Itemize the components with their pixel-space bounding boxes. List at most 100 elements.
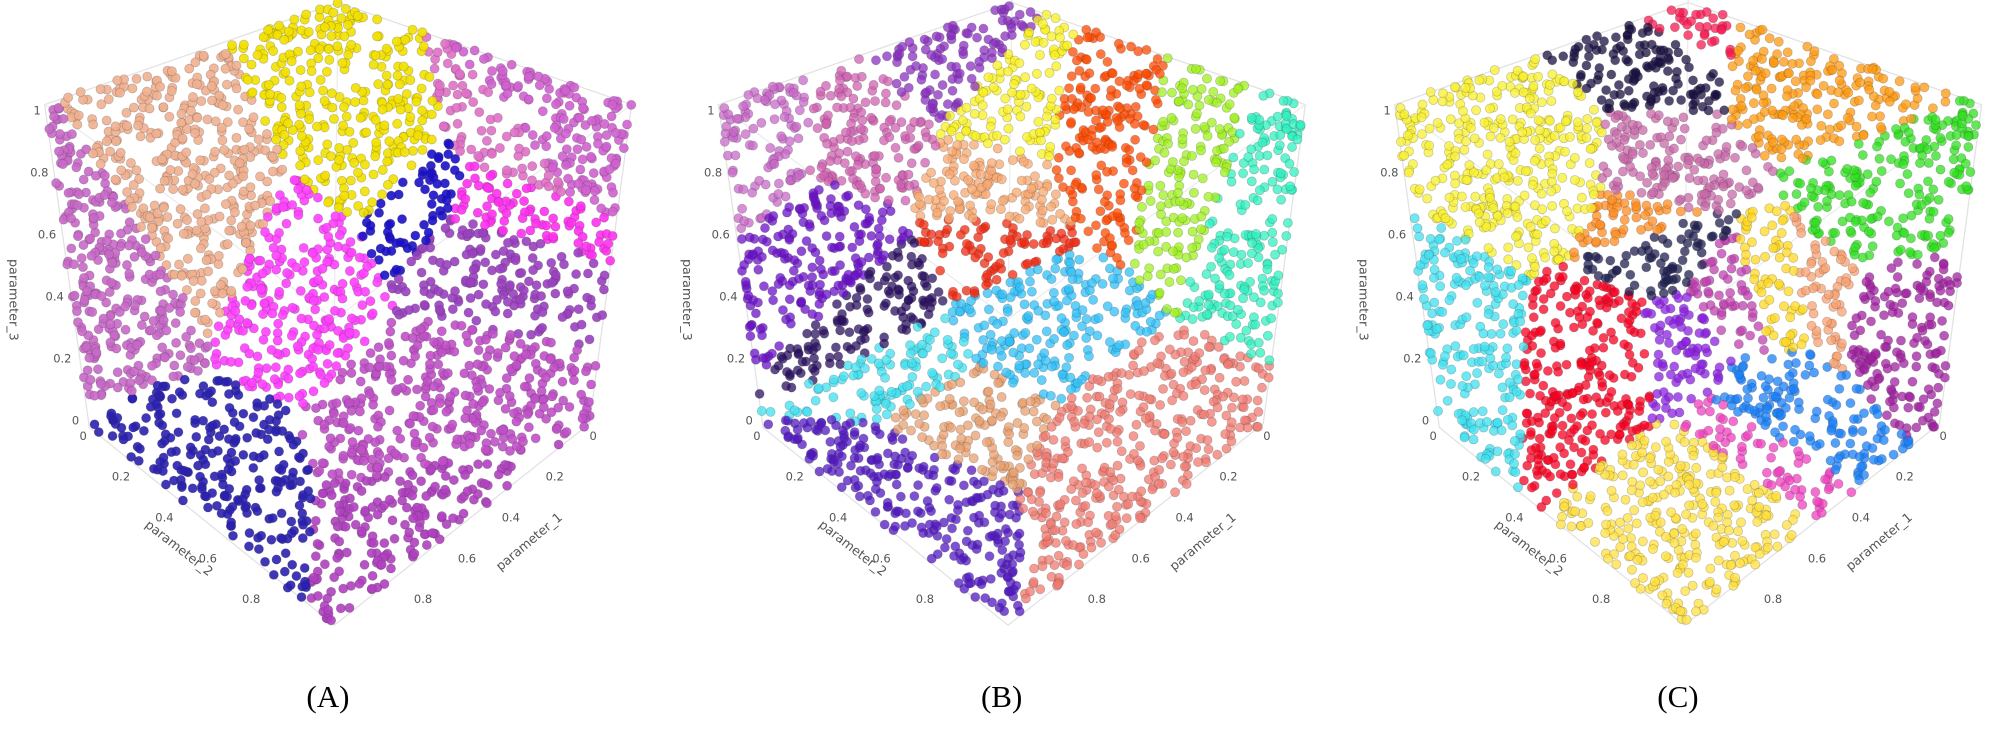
scatter-point (1031, 68, 1042, 79)
scatter-point (773, 188, 784, 199)
scatter-point (1078, 549, 1089, 560)
scatter-point (1077, 488, 1088, 499)
scatter-point (1093, 427, 1104, 438)
scatter-point (1250, 229, 1261, 239)
scatter-point (364, 389, 375, 400)
scatter-point (298, 242, 309, 253)
scatter-point (73, 110, 84, 121)
scatter-point (1177, 134, 1188, 145)
scatter-point (350, 82, 361, 93)
scatter-point (739, 216, 750, 226)
scatter-point (150, 250, 161, 261)
scatter-point (1253, 363, 1264, 374)
scatter-point (1134, 217, 1145, 228)
scatter-point (860, 97, 871, 108)
scatter-point (417, 27, 428, 38)
scatter-point (165, 164, 176, 175)
scatter-point (797, 208, 808, 219)
scatter-point (1130, 101, 1141, 112)
scatter-point (868, 79, 879, 90)
scatter-point (126, 451, 137, 462)
scatter-point (201, 255, 212, 266)
scatter-point (48, 111, 59, 122)
scatter-point (1113, 484, 1124, 495)
x-tick-label: 0 (590, 429, 597, 443)
scatter-point (1168, 379, 1179, 390)
scatter-point (481, 299, 492, 310)
scatter-point (1082, 392, 1093, 403)
scatter-point (1067, 227, 1078, 238)
scatter-point (182, 253, 193, 264)
scatter-point (1097, 105, 1108, 116)
scatter-point (326, 615, 337, 626)
scatter-point (253, 544, 264, 555)
scatter-point (71, 162, 82, 173)
scatter-point (182, 361, 193, 372)
scatter-point (393, 189, 404, 200)
scatter-point (898, 419, 909, 430)
scatter-point (468, 264, 479, 275)
scatter-point (1014, 552, 1025, 563)
scatter-point (240, 295, 251, 306)
scatter-point (864, 212, 875, 223)
scatter-point (400, 34, 410, 45)
scatter-point (394, 79, 405, 90)
scatter-point (392, 118, 403, 129)
scatter-point (307, 248, 318, 259)
scatter-point (296, 81, 307, 92)
scatter-point (1019, 299, 1030, 310)
scatter-point (784, 280, 795, 291)
scatter-point (418, 41, 429, 52)
scatter-point (321, 480, 332, 490)
scatter-point (953, 454, 964, 465)
scatter-point (1178, 451, 1189, 462)
scatter-point (961, 497, 972, 508)
scatter-point (386, 374, 397, 385)
scatter-point (890, 305, 900, 316)
scatter-point (333, 325, 343, 336)
scatter-point (932, 207, 943, 218)
scatter-point (74, 189, 84, 200)
scatter-point (845, 460, 856, 471)
scatter-point (88, 119, 99, 130)
scatter-point (579, 421, 590, 432)
scatter-point (226, 215, 237, 226)
scatter-point (871, 413, 882, 424)
scatter-point (1068, 104, 1079, 115)
scatter-point (946, 379, 957, 390)
scatter-point (207, 298, 218, 309)
scatter-point (433, 359, 444, 370)
scatter-point (486, 79, 497, 90)
scatter-point (885, 469, 896, 480)
scatter-point (608, 187, 618, 198)
scatter-point (427, 528, 438, 539)
scatter-point (953, 578, 964, 589)
scatter-point (372, 509, 383, 520)
scatter-point (487, 209, 498, 220)
scatter-point (306, 66, 317, 77)
scatter-point (345, 493, 355, 504)
scatter-point (1120, 307, 1131, 318)
scatter-point (387, 283, 398, 294)
scatter-point (385, 326, 396, 337)
scatter-point (511, 416, 522, 427)
scatter-point (162, 212, 173, 223)
scatter-point (919, 297, 930, 308)
scatter-point (303, 464, 314, 475)
scatter-point (86, 250, 97, 261)
scatter-point (1172, 432, 1183, 443)
scatter-point (540, 372, 551, 383)
scatter-point (1114, 524, 1125, 535)
scatter-point (1024, 343, 1035, 354)
scatter-point (559, 259, 569, 270)
scatter-point (372, 277, 383, 288)
scatter-point (845, 408, 856, 419)
scatter-point (85, 374, 96, 385)
scatter-point (310, 515, 321, 526)
scatter-point (785, 318, 796, 329)
scatter-point (820, 80, 831, 91)
scatter-point (1045, 225, 1056, 236)
scatter-point (1128, 360, 1139, 371)
scatter-point (386, 246, 397, 256)
scatter-point (497, 65, 508, 76)
